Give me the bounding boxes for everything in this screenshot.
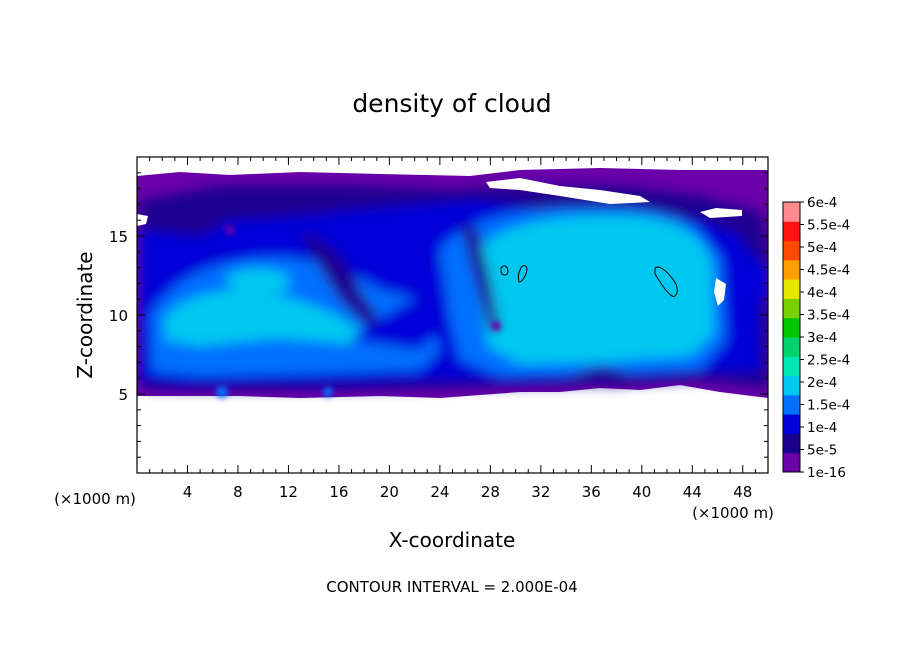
x-tick-label: 28 xyxy=(481,483,500,501)
chart-title: density of cloud xyxy=(352,89,551,118)
colorbar-swatch xyxy=(783,279,800,299)
colorbar-swatch xyxy=(783,202,800,222)
colorbar-swatch xyxy=(783,356,800,377)
colorbar-label: 3.5e-4 xyxy=(807,308,850,324)
x-tick-label: 44 xyxy=(683,483,702,501)
x-tick-label: 32 xyxy=(531,483,550,501)
colorbar-label: 2.5e-4 xyxy=(807,353,850,369)
colorbar-label: 3e-4 xyxy=(807,330,837,346)
x-tick-label: 24 xyxy=(430,483,449,501)
colorbar-swatch xyxy=(783,433,800,454)
x-tick-label: 12 xyxy=(279,483,298,501)
colorbar-swatch xyxy=(783,298,800,319)
y-tick-label: 5 xyxy=(118,386,128,404)
y-axis-label: Z-coordinate xyxy=(73,251,97,378)
x-tick-label: 36 xyxy=(582,483,601,501)
colorbar-swatch xyxy=(783,414,800,434)
colorbar-label: 6e-4 xyxy=(807,195,837,211)
colorbar-swatch xyxy=(783,221,800,242)
colorbar-label: 5e-5 xyxy=(807,443,837,459)
colorbar-swatch xyxy=(783,317,800,338)
x-axis-label: X-coordinate xyxy=(389,528,516,552)
y-unit-label: (×1000 m) xyxy=(54,490,136,508)
y-axis: 5 10 15 xyxy=(109,172,768,458)
colorbar-label: 4e-4 xyxy=(807,285,837,301)
x-tick-label: 4 xyxy=(183,483,193,501)
x-axis: 4 8 12 16 20 24 28 32 36 40 44 48 xyxy=(149,157,756,501)
colorbar-label: 1e-16 xyxy=(807,465,846,481)
x-tick-label: 40 xyxy=(632,483,651,501)
x-tick-label: 48 xyxy=(733,483,752,501)
x-tick-label: 8 xyxy=(233,483,243,501)
y-tick-label: 10 xyxy=(109,307,128,325)
contour-interval-note: CONTOUR INTERVAL = 2.000E-04 xyxy=(326,578,577,596)
colorbar-swatch xyxy=(783,240,800,261)
colorbar: 1e-16 5e-5 1e-4 1.5e-4 2e-4 2.5e-4 3e-4 3.5e-4 4… xyxy=(782,195,850,481)
x-unit-label: (×1000 m) xyxy=(692,504,774,522)
colorbar-label: 1.5e-4 xyxy=(807,398,850,414)
colorbar-swatch xyxy=(783,375,800,396)
colorbar-label: 5e-4 xyxy=(807,240,837,256)
colorbar-label: 2e-4 xyxy=(807,375,837,391)
colorbar-label: 4.5e-4 xyxy=(807,263,850,279)
x-tick-label: 20 xyxy=(380,483,399,501)
density-field xyxy=(137,168,768,398)
x-tick-label: 16 xyxy=(329,483,348,501)
colorbar-swatch xyxy=(783,259,800,280)
colorbar-label: 1e-4 xyxy=(807,420,837,436)
y-tick-label: 15 xyxy=(109,228,128,246)
colorbar-swatch xyxy=(783,452,800,473)
colorbar-swatch xyxy=(783,337,800,357)
colorbar-swatch xyxy=(783,394,800,415)
colorbar-label: 5.5e-4 xyxy=(807,218,850,234)
